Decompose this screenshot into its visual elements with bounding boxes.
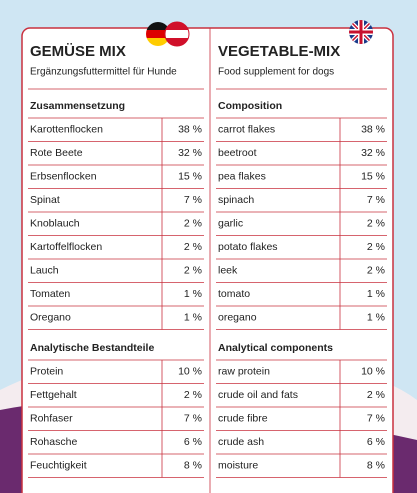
percentage: 10 % (361, 366, 385, 378)
percentage: 15 % (361, 171, 385, 183)
percentage: 8 % (367, 460, 385, 472)
title: GEMÜSE MIX (30, 43, 126, 60)
ingredient: Rote Beete (30, 147, 83, 159)
ingredient: potato flakes (218, 241, 278, 253)
ingredient: crude oil and fats (218, 389, 298, 401)
percentage: 2 % (367, 218, 385, 230)
ingredient: carrot flakes (218, 124, 275, 136)
subtitle: Ergänzungsfuttermittel für Hunde (30, 67, 177, 78)
flag-austria (164, 21, 190, 47)
ingredient: tomato (218, 288, 250, 300)
ingredient: Spinat (30, 194, 60, 206)
percentage: 1 % (184, 288, 202, 300)
percentage: 6 % (367, 436, 385, 448)
ingredient: crude ash (218, 436, 264, 448)
ingredient: leek (218, 265, 238, 277)
ingredient: Protein (30, 366, 63, 378)
section-heading: Zusammensetzung (30, 100, 125, 112)
ingredient: Rohfaser (30, 413, 73, 425)
ingredient: Lauch (30, 265, 59, 277)
percentage: 7 % (184, 413, 202, 425)
percentage: 2 % (184, 241, 202, 253)
ingredient: beetroot (218, 147, 257, 159)
percentage: 2 % (184, 265, 202, 277)
percentage: 1 % (184, 312, 202, 324)
title: VEGETABLE-MIX (218, 43, 340, 60)
ingredient: Oregano (30, 312, 71, 324)
ingredient: pea flakes (218, 171, 266, 183)
percentage: 38 % (178, 124, 202, 136)
percentage: 1 % (367, 312, 385, 324)
ingredient: Karottenflocken (30, 124, 103, 136)
ingredient: Kartoffelflocken (30, 241, 102, 253)
percentage: 1 % (367, 288, 385, 300)
percentage: 15 % (178, 171, 202, 183)
ingredient: Erbsenflocken (30, 171, 97, 183)
percentage: 10 % (178, 366, 202, 378)
flag-uk (349, 20, 373, 44)
percentage: 7 % (367, 413, 385, 425)
section-heading: Analytische Bestandteile (30, 342, 154, 354)
section-heading: Composition (218, 100, 282, 112)
ingredient: spinach (218, 194, 254, 206)
percentage: 7 % (184, 194, 202, 206)
ingredient: raw protein (218, 366, 270, 378)
label-card (21, 27, 394, 493)
ingredient: Rohasche (30, 436, 77, 448)
percentage: 38 % (361, 124, 385, 136)
percentage: 8 % (184, 460, 202, 472)
percentage: 6 % (184, 436, 202, 448)
ingredient: Feuchtigkeit (30, 460, 87, 472)
percentage: 32 % (361, 147, 385, 159)
flag-germany (146, 22, 170, 46)
ingredient: crude fibre (218, 413, 268, 425)
ingredient: Tomaten (30, 288, 70, 300)
percentage: 2 % (367, 389, 385, 401)
section-heading: Analytical components (218, 342, 333, 354)
percentage: 2 % (184, 389, 202, 401)
ingredient: Fettgehalt (30, 389, 77, 401)
percentage: 32 % (178, 147, 202, 159)
ingredient: garlic (218, 218, 243, 230)
percentage: 7 % (367, 194, 385, 206)
ingredient: oregano (218, 312, 257, 324)
percentage: 2 % (184, 218, 202, 230)
percentage: 2 % (367, 241, 385, 253)
percentage: 2 % (367, 265, 385, 277)
ingredient: Knoblauch (30, 218, 80, 230)
ingredient: moisture (218, 460, 258, 472)
subtitle: Food supplement for dogs (218, 67, 334, 78)
